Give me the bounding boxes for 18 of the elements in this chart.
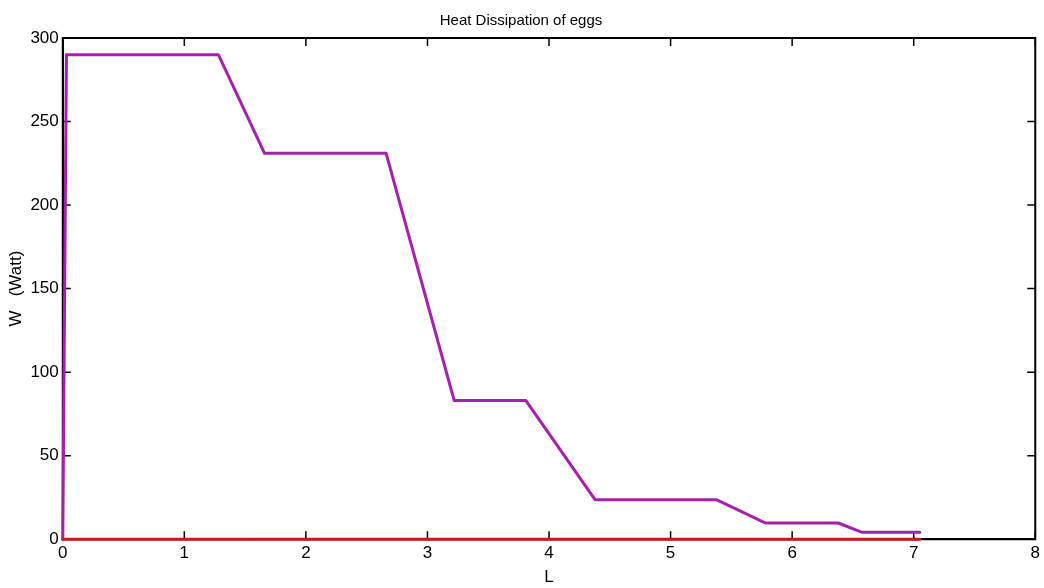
x-tick-label: 6 — [787, 543, 797, 563]
x-tick-label: 5 — [665, 543, 676, 563]
y-tick-label: 100 — [30, 361, 59, 381]
x-axis-title: L — [544, 567, 554, 587]
y-axis-title: W (Watt) — [5, 250, 25, 327]
x-tick-label: 7 — [908, 543, 919, 563]
y-tick-label: 300 — [30, 27, 59, 47]
x-tick-label: 4 — [544, 543, 554, 563]
y-tick-label: 250 — [30, 111, 59, 131]
x-tick-label: 2 — [301, 543, 311, 563]
y-tick-label: 150 — [30, 278, 59, 298]
x-tick-label: 3 — [422, 543, 433, 563]
y-tick-label: 0 — [49, 528, 59, 548]
x-tick-label: 8 — [1030, 543, 1041, 563]
y-tick-label: 200 — [30, 194, 59, 214]
chart-title: Heat Dissipation of eggs — [439, 11, 603, 29]
x-tick-label: 1 — [179, 543, 190, 563]
y-tick-label: 50 — [39, 445, 59, 465]
